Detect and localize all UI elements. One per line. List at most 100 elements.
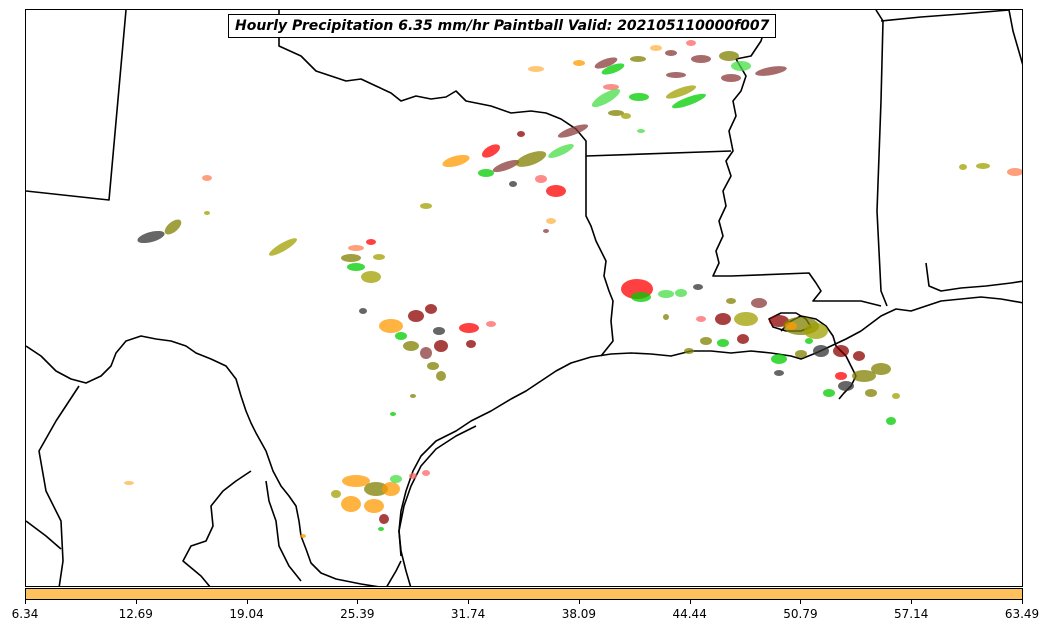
precipitation-map xyxy=(26,10,1022,586)
colorbar-tick-label: 57.14 xyxy=(894,607,929,621)
colorbar-tick-label: 50.79 xyxy=(783,607,818,621)
precip-blob xyxy=(528,66,544,72)
precip-blob xyxy=(804,323,828,339)
precip-blob xyxy=(436,371,446,381)
precip-blob xyxy=(823,389,835,397)
precip-blob xyxy=(364,499,384,513)
precip-blob xyxy=(871,363,891,375)
precip-blob xyxy=(1007,168,1022,176)
precip-blob xyxy=(658,290,674,298)
precip-blob xyxy=(410,394,416,398)
precip-blob xyxy=(269,238,297,256)
border-red-river xyxy=(278,10,587,156)
precip-blob xyxy=(751,298,767,308)
precip-blob xyxy=(771,354,787,364)
precip-blob xyxy=(631,292,651,302)
precip-blob xyxy=(594,57,618,69)
colorbar-tick-label: 44.44 xyxy=(672,607,707,621)
precip-blob xyxy=(361,271,381,283)
precip-blob xyxy=(373,254,385,260)
precip-blob xyxy=(347,263,365,271)
precip-blob xyxy=(838,381,854,391)
precip-blob xyxy=(719,51,739,61)
precip-blob xyxy=(509,181,517,187)
precip-blob xyxy=(204,211,210,215)
colorbar-tick-label: 25.39 xyxy=(340,607,375,621)
border-sabine-river xyxy=(585,156,614,357)
state-borders xyxy=(26,10,1022,586)
precip-blob xyxy=(442,154,470,168)
precip-blob xyxy=(408,310,424,322)
precip-blob xyxy=(382,482,400,496)
colorbar-tick xyxy=(800,600,802,604)
precip-blob xyxy=(137,230,165,244)
precip-blob xyxy=(390,475,402,483)
border-nm-tx-west xyxy=(26,10,127,201)
border-mississippi-river xyxy=(712,58,882,307)
colorbar-tick xyxy=(25,600,26,604)
colorbar-tick-label: 19.04 xyxy=(229,607,264,621)
precip-blob xyxy=(300,534,306,538)
border-ark-la xyxy=(585,150,732,157)
coastline-barrier-islands xyxy=(398,425,477,557)
precip-blob xyxy=(717,339,729,347)
precip-blob xyxy=(378,527,384,531)
precip-blob xyxy=(665,85,697,99)
colorbar-tick xyxy=(135,600,137,604)
map-panel xyxy=(25,9,1023,587)
precip-blob xyxy=(573,60,585,66)
precip-blob xyxy=(691,55,711,63)
precip-blob xyxy=(341,254,361,262)
colorbar-tick xyxy=(578,600,580,604)
precip-blob xyxy=(364,482,388,496)
colorbar-tick-label: 12.69 xyxy=(118,607,153,621)
precip-blob xyxy=(603,84,619,90)
precip-blob xyxy=(630,56,646,62)
precip-blob xyxy=(427,362,439,370)
precip-blob xyxy=(481,144,501,158)
precip-blob xyxy=(546,218,556,224)
precip-blob xyxy=(608,110,624,116)
precip-blob xyxy=(621,113,631,119)
colorbar-tick xyxy=(1022,600,1023,604)
border-mexico-states xyxy=(38,385,80,586)
precip-blob xyxy=(629,93,649,101)
precip-blob xyxy=(517,131,525,137)
precip-blob xyxy=(366,239,376,245)
precip-blob xyxy=(359,308,367,314)
precip-blob xyxy=(665,50,677,56)
precip-blob xyxy=(774,370,784,376)
precip-blob xyxy=(548,144,574,158)
precip-blob xyxy=(515,151,547,167)
precip-blob xyxy=(696,316,706,322)
precip-blob xyxy=(700,337,712,345)
precip-blob xyxy=(666,72,686,78)
precip-blob xyxy=(795,350,807,358)
precip-blob xyxy=(833,345,849,357)
precip-blobs xyxy=(124,40,1022,538)
border-mexico-states-4 xyxy=(265,480,302,582)
border-rio-grande xyxy=(26,335,379,586)
precip-blob xyxy=(202,175,212,181)
precip-blob xyxy=(805,338,813,344)
precip-blob xyxy=(601,63,625,75)
precip-blob xyxy=(650,45,662,51)
precip-blob xyxy=(420,203,432,209)
precip-blob xyxy=(425,304,437,314)
precip-blob xyxy=(892,393,900,399)
precip-blob xyxy=(731,61,751,71)
colorbar-tick-label: 31.74 xyxy=(450,607,486,621)
precip-blob xyxy=(557,124,589,138)
precip-blob xyxy=(755,66,787,76)
precip-blob xyxy=(420,347,432,359)
precip-blob xyxy=(124,481,134,485)
precip-blob xyxy=(591,88,621,108)
precip-blob xyxy=(379,514,389,524)
precip-blob xyxy=(348,245,364,251)
precip-blob xyxy=(478,169,494,177)
precip-blob xyxy=(853,351,865,361)
colorbar xyxy=(25,588,1023,600)
precip-blob xyxy=(492,159,520,173)
colorbar-tick xyxy=(357,600,359,604)
map-title: Hourly Precipitation 6.35 mm/hr Paintbal… xyxy=(228,14,777,38)
